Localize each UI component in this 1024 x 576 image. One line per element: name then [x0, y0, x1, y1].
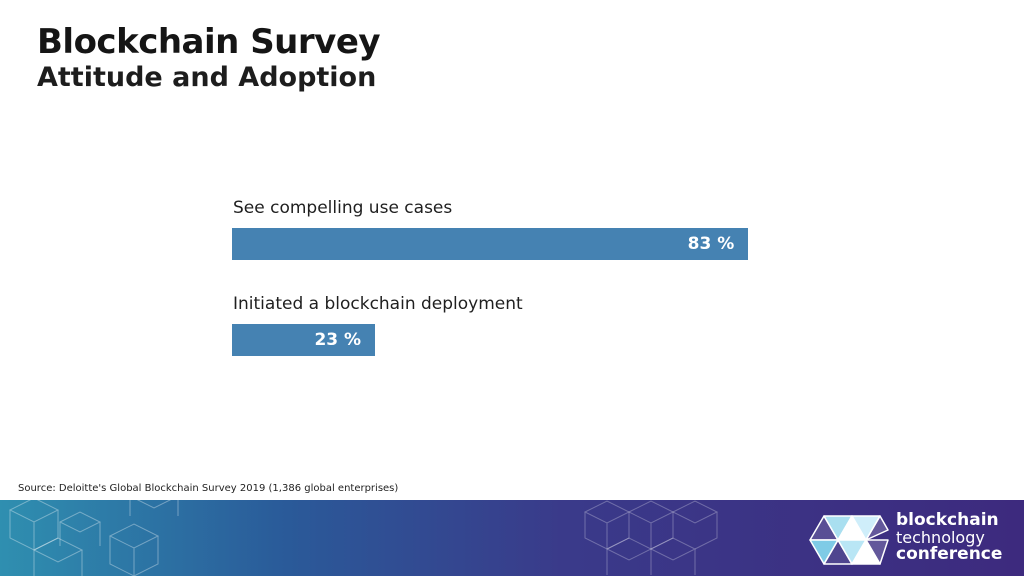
conference-logo-icon: [809, 515, 889, 565]
bar-value-label: 83 %: [687, 234, 735, 254]
source-note: Source: Deloitte's Global Blockchain Sur…: [18, 483, 399, 494]
logo-line-2: technology: [896, 528, 985, 547]
cube-pattern-decoration: [8, 500, 719, 576]
conference-logo-text: blockchain technology conference: [896, 512, 1002, 563]
page-subtitle: Attitude and Adoption: [37, 62, 377, 93]
logo-line-1: blockchain: [896, 510, 999, 530]
bar: 23 %: [232, 324, 376, 356]
bar: 83 %: [232, 228, 749, 260]
bar-category-label: Initiated a blockchain deployment: [233, 294, 523, 314]
bar-category-label: See compelling use cases: [233, 198, 453, 218]
page-title: Blockchain Survey: [37, 22, 381, 62]
logo-line-3: conference: [896, 544, 1003, 564]
bar-value-label: 23 %: [314, 330, 362, 350]
